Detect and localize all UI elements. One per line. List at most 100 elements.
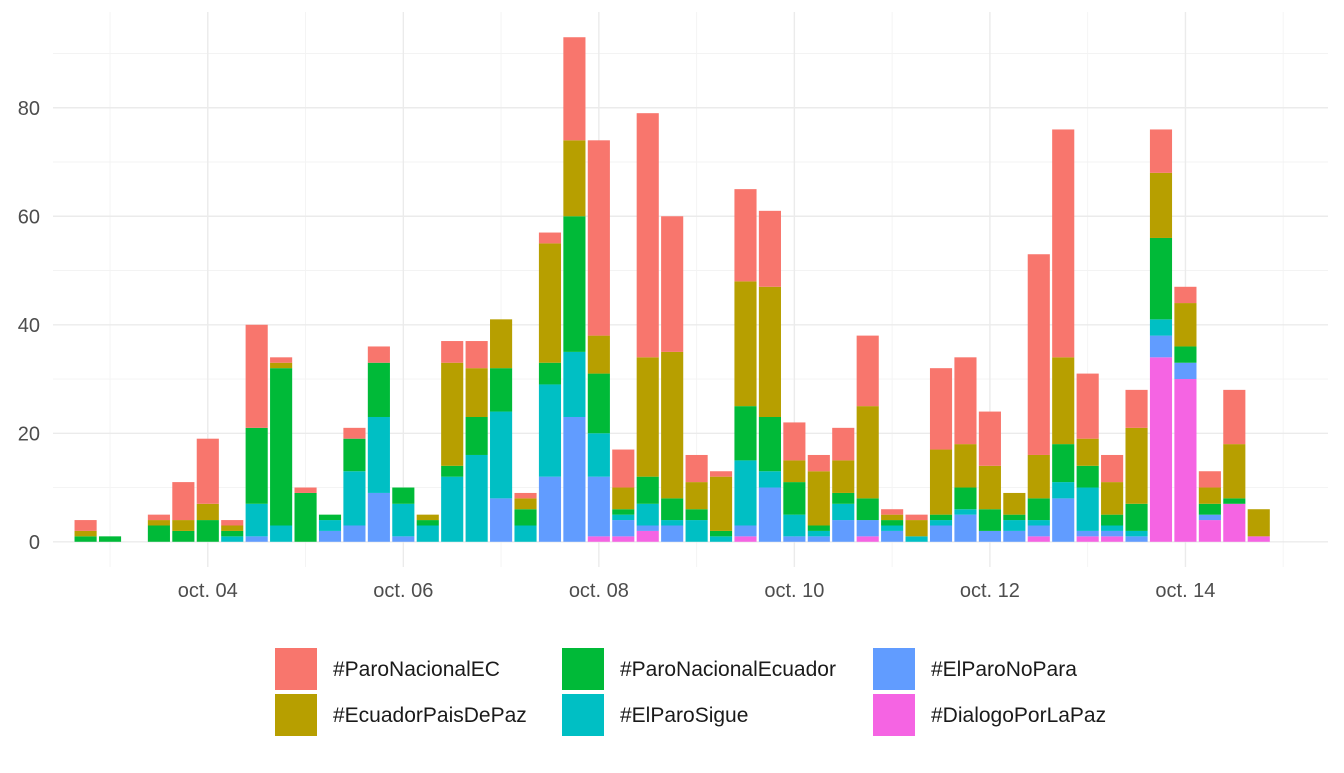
- bar-segment: [709, 536, 733, 542]
- bar-segment: [1003, 520, 1026, 531]
- y-tick-label: 20: [18, 423, 40, 445]
- bar-segment: [343, 525, 366, 542]
- legend: #ParoNacionalEC #EcuadorPaisDePaz #ParoNac…: [275, 648, 1106, 736]
- legend-label: #ParoNacionalEcuador: [620, 658, 836, 681]
- legend-key: [275, 694, 317, 736]
- bar-segment: [392, 503, 415, 537]
- x-tick-label: oct. 06: [373, 580, 433, 602]
- bars: [74, 37, 1270, 542]
- legend-label: #ParoNacionalEC: [333, 658, 500, 681]
- bar-segment: [1003, 492, 1026, 515]
- bar-segment: [856, 335, 879, 407]
- bar-segment: [1027, 454, 1050, 499]
- bar-segment: [343, 427, 366, 439]
- bar-segment: [245, 427, 268, 504]
- bar-segment: [270, 357, 293, 363]
- bar-segment: [221, 536, 244, 542]
- bar-segment: [807, 536, 830, 542]
- bar-segment: [514, 498, 537, 510]
- bar-segment: [392, 536, 415, 542]
- bar-segment: [978, 530, 1001, 542]
- bar-segment: [636, 476, 659, 504]
- bar-segment: [734, 281, 757, 407]
- bar-segment: [1174, 379, 1197, 542]
- bar-segment: [929, 449, 953, 515]
- legend-item: #ElParoNoPara: [873, 648, 1077, 690]
- bar-segment: [147, 520, 170, 526]
- bar-segment: [1149, 172, 1173, 238]
- bar-segment: [1052, 357, 1075, 445]
- bar-segment: [783, 482, 806, 515]
- legend-key: [873, 648, 915, 690]
- bar-segment: [734, 189, 757, 282]
- bar-segment: [1198, 471, 1221, 488]
- bar-segment: [1223, 444, 1246, 499]
- bar-segment: [147, 514, 170, 521]
- bar-segment: [1052, 498, 1075, 542]
- bar-segment: [172, 482, 195, 521]
- x-tick-label: oct. 04: [178, 580, 238, 602]
- bar-segment: [612, 509, 635, 515]
- bar-segment: [538, 476, 562, 542]
- bar-segment: [832, 503, 855, 521]
- bar-segment: [1247, 536, 1270, 542]
- bar-segment: [881, 509, 904, 515]
- bar-segment: [1149, 237, 1173, 320]
- bar-segment: [392, 487, 415, 504]
- bar-segment: [563, 37, 586, 141]
- bar-segment: [587, 335, 610, 374]
- bar-segment: [587, 476, 610, 537]
- bar-segment: [807, 454, 830, 472]
- legend-key: [873, 694, 915, 736]
- bar-segment: [147, 525, 170, 542]
- legend-item: #DialogoPorLaPaz: [873, 694, 1106, 736]
- bar-segment: [74, 530, 97, 537]
- y-tick-label: 0: [29, 532, 40, 554]
- bar-segment: [1076, 373, 1099, 439]
- bar-segment: [1076, 530, 1099, 537]
- bar-segment: [1101, 536, 1124, 542]
- bar-segment: [1247, 509, 1270, 537]
- bar-segment: [832, 492, 855, 504]
- bar-segment: [954, 509, 977, 515]
- bar-segment: [490, 411, 513, 499]
- bar-segment: [1052, 129, 1075, 358]
- x-tick-label: oct. 10: [764, 580, 824, 602]
- x-tick-label: oct. 12: [960, 580, 1020, 602]
- bar-segment: [172, 520, 195, 531]
- bar-segment: [954, 487, 977, 510]
- bar-segment: [1174, 303, 1197, 347]
- legend-label: #ElParoNoPara: [931, 658, 1077, 681]
- bar-segment: [1076, 438, 1099, 466]
- bar-segment: [905, 514, 928, 521]
- bar-segment: [1125, 389, 1148, 428]
- y-tick-label: 60: [18, 206, 40, 228]
- bar-segment: [465, 368, 488, 417]
- bar-segment: [1198, 503, 1221, 515]
- bar-segment: [270, 362, 293, 369]
- bar-segment: [1076, 536, 1099, 542]
- bar-segment: [1027, 254, 1050, 455]
- bar-segment: [612, 536, 635, 542]
- bar-segment: [367, 416, 390, 493]
- bar-segment: [490, 319, 513, 369]
- bar-segment: [978, 509, 1001, 531]
- bar-segment: [1101, 514, 1124, 526]
- bar-segment: [636, 357, 659, 477]
- bar-segment: [881, 530, 904, 542]
- bar-segment: [1052, 482, 1075, 499]
- bar-segment: [661, 498, 684, 521]
- bar-segment: [881, 520, 904, 526]
- bar-segment: [807, 530, 830, 537]
- bar-segment: [1003, 530, 1026, 542]
- bar-segment: [441, 465, 464, 477]
- bar-segment: [221, 520, 244, 526]
- bar-segment: [1223, 389, 1246, 445]
- bar-segment: [856, 498, 879, 521]
- bar-segment: [856, 536, 879, 542]
- bar-segment: [1101, 525, 1124, 531]
- bar-segment: [685, 520, 708, 542]
- bar-segment: [905, 536, 928, 542]
- bar-segment: [367, 346, 390, 363]
- bar-segment: [734, 525, 757, 537]
